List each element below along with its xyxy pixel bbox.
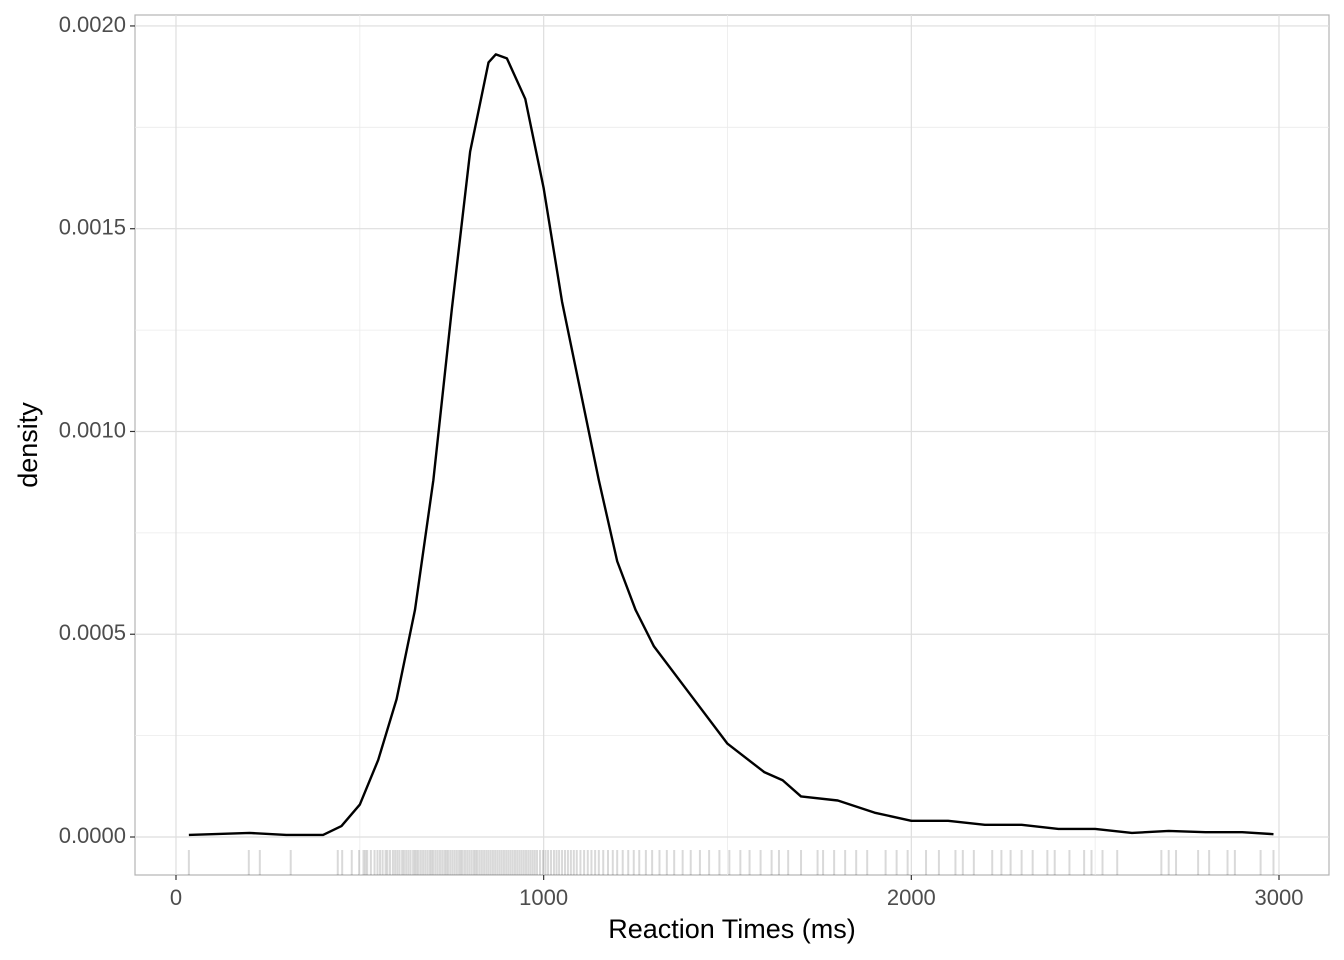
x-tick-label: 1000 <box>519 885 568 910</box>
panel <box>134 14 1330 876</box>
grid <box>135 15 1329 875</box>
y-tick-label: 0.0000 <box>59 823 126 848</box>
y-tick-label: 0.0005 <box>59 620 126 645</box>
x-tick-label: 3000 <box>1255 885 1304 910</box>
density-line <box>188 53 1274 837</box>
x-tick-label: 0 <box>170 885 182 910</box>
y-tick-label: 0.0020 <box>59 12 126 37</box>
x-tick-label: 2000 <box>887 885 936 910</box>
y-axis-title: density <box>13 402 43 488</box>
y-tick-label: 0.0015 <box>59 215 126 240</box>
y-tick-label: 0.0010 <box>59 417 126 442</box>
x-axis-title: Reaction Times (ms) <box>608 914 856 944</box>
